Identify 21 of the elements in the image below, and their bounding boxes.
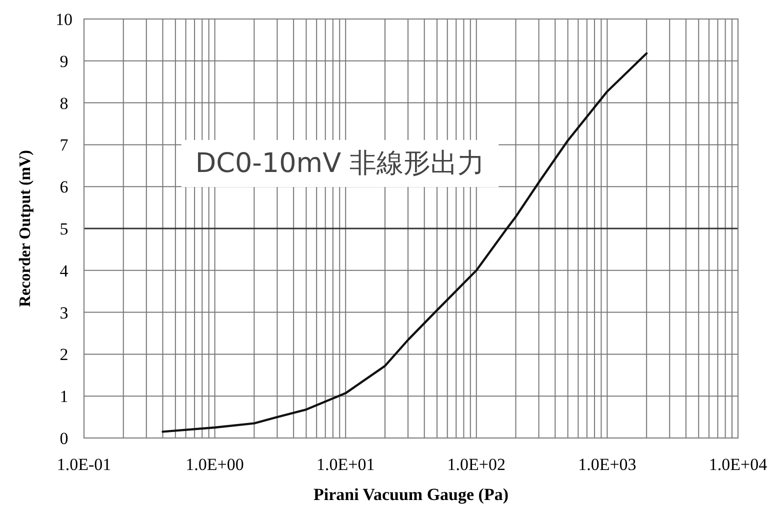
y-tick-label: 5 xyxy=(60,220,68,238)
y-tick-label: 0 xyxy=(60,429,68,448)
x-tick-label: 1.0E+01 xyxy=(316,455,375,474)
y-tick-label: 2 xyxy=(60,345,68,364)
x-tick-label: 1.0E+03 xyxy=(578,455,636,474)
y-tick-label: 4 xyxy=(60,261,69,280)
x-axis-title: Pirani Vacuum Gauge (Pa) xyxy=(313,485,509,504)
annotation: DC0-10mV 非線形出力 xyxy=(181,140,499,187)
y-tick-label: 6 xyxy=(60,178,68,197)
y-axis-title: Recorder Output (mV) xyxy=(17,150,34,308)
x-tick-label: 1.0E+00 xyxy=(186,455,244,474)
annotation: DC0-10mV 非線形出力 xyxy=(195,148,485,179)
y-tick-label: 1 xyxy=(60,387,68,406)
x-tick-label: 1.0E-01 xyxy=(56,455,112,474)
y-tick-label: 10 xyxy=(56,10,72,29)
y-tick-label: 3 xyxy=(60,303,68,322)
y-tick-label: 7 xyxy=(60,136,69,155)
x-tick-label: 1.0E+04 xyxy=(708,455,768,474)
y-tick-label: 9 xyxy=(60,52,68,71)
x-tick-label: 1.0E+02 xyxy=(447,455,506,474)
y-tick-label: 8 xyxy=(60,94,68,113)
